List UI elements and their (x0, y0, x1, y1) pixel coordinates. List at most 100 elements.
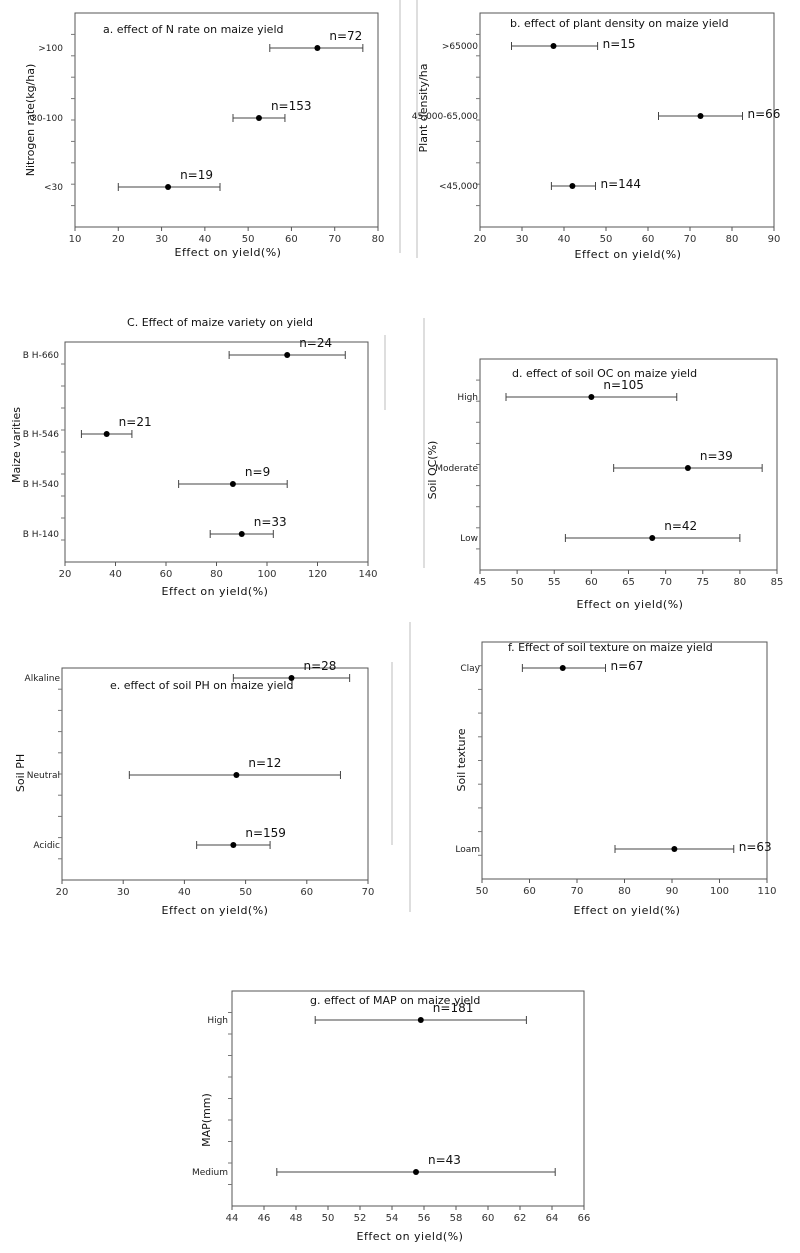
mean-point-high (588, 394, 595, 400)
category-label-low: Low (460, 534, 478, 544)
x-tick-label: 40 (198, 234, 211, 245)
sample-size-label: n=181 (433, 1001, 474, 1015)
x-axis-label: Effect on yield(%) (357, 1230, 464, 1243)
x-tick-label: 75 (696, 577, 709, 588)
mean-point-45-000-65-000 (697, 113, 704, 119)
panel-a: a. effect of N rate on maize yield 10 20 30… (24, 12, 385, 259)
category-label-clay: Clay (460, 664, 480, 674)
chart-title: e. effect of soil PH on maize yield (110, 679, 293, 692)
y-axis-label: Plant density/ha (417, 64, 430, 153)
x-tick-label: 70 (328, 234, 341, 245)
category-label-65000: >65000 (442, 42, 478, 52)
category-label-b-h-546: B H-546 (23, 430, 60, 440)
sample-size-label: n=15 (603, 37, 636, 51)
x-tick-label: 60 (523, 886, 536, 897)
x-tick-label: 66 (578, 1213, 591, 1224)
mean-point-30 (165, 184, 172, 190)
x-tick-label: 20 (112, 234, 125, 245)
x-axis-label: Effect on yield(%) (162, 904, 269, 917)
x-tick-label: 110 (757, 886, 776, 897)
y-axis-label: MAP(mm) (200, 1093, 213, 1147)
sample-size-label: n=72 (329, 29, 362, 43)
mean-point-30-100 (255, 115, 262, 121)
x-axis-label: Effect on yield(%) (162, 585, 269, 598)
x-tick-label: 70 (684, 234, 697, 245)
x-axis-label: Effect on yield(%) (577, 598, 684, 611)
plot-frame (74, 12, 379, 228)
panel-c: C. Effect of maize variety on yield 20 40 6… (10, 316, 378, 598)
plot-frame (481, 641, 768, 880)
x-tick-label: 30 (155, 234, 168, 245)
x-tick-label: 50 (239, 887, 252, 898)
x-tick-label: 140 (358, 569, 377, 580)
x-tick-label: 20 (56, 887, 69, 898)
x-tick-label: 120 (308, 569, 327, 580)
mean-point-moderate (684, 465, 691, 471)
x-tick-label: 40 (178, 887, 191, 898)
category-label-high: High (457, 393, 478, 403)
x-tick-label: 80 (210, 569, 223, 580)
x-tick-label: 60 (482, 1213, 495, 1224)
plot-frame (61, 667, 369, 881)
x-tick-label: 20 (474, 234, 487, 245)
sample-size-label: n=63 (739, 840, 772, 854)
x-tick-label: 44 (226, 1213, 239, 1224)
x-tick-label: 58 (450, 1213, 463, 1224)
x-tick-label: 100 (710, 886, 729, 897)
x-tick-label: 70 (362, 887, 375, 898)
mean-point-medium (413, 1169, 419, 1175)
sample-size-label: n=21 (119, 415, 152, 429)
x-tick-label: 100 (257, 569, 276, 580)
category-label-high: High (207, 1016, 228, 1026)
x-tick-label: 60 (160, 569, 173, 580)
mean-point-100 (314, 45, 321, 51)
x-tick-label: 50 (600, 234, 613, 245)
sample-size-label: n=159 (245, 826, 286, 840)
panel-b: b. effect of plant density on maize yiel… (412, 12, 781, 261)
sample-size-label: n=105 (603, 378, 644, 392)
panel-e: e. effect of soil PH on maize yield 20 30 4… (14, 659, 374, 917)
sample-size-label: n=144 (601, 177, 642, 191)
chart-title: C. Effect of maize variety on yield (127, 316, 313, 329)
chart-title: g. effect of MAP on maize yield (310, 994, 480, 1007)
mean-point-clay (559, 665, 566, 671)
x-tick-label: 80 (372, 234, 385, 245)
chart-title: f. Effect of soil texture on maize yield (508, 641, 713, 654)
category-label-45-000-65-000: 45,000-65,000 (412, 112, 479, 122)
x-tick-label: 64 (546, 1213, 559, 1224)
sample-size-label: n=24 (299, 336, 332, 350)
x-tick-label: 48 (290, 1213, 303, 1224)
sample-size-label: n=19 (180, 168, 213, 182)
x-tick-label: 55 (548, 577, 561, 588)
mean-point-loam (671, 846, 678, 852)
x-tick-label: 80 (726, 234, 739, 245)
sample-size-label: n=28 (304, 659, 337, 673)
category-label-45-000: <45,000 (439, 182, 478, 192)
category-label-30: <30 (44, 183, 63, 193)
category-label-b-h-660: B H-660 (23, 351, 60, 361)
y-axis-label: Nitrogen rate(kg/ha) (24, 64, 37, 177)
category-label-30-100: 30-100 (31, 114, 63, 124)
x-tick-label: 20 (59, 569, 72, 580)
y-axis-label: Soil PH (14, 754, 27, 792)
y-axis-label: Soil texture (455, 728, 468, 791)
mean-point-65000 (550, 43, 557, 49)
x-tick-label: 50 (242, 234, 255, 245)
x-tick-label: 65 (622, 577, 635, 588)
x-tick-label: 90 (666, 886, 679, 897)
category-label-neutral: Neutral (27, 771, 60, 781)
x-tick-label: 50 (511, 577, 524, 588)
mean-point-low (649, 535, 656, 541)
x-tick-label: 30 (516, 234, 529, 245)
x-tick-label: 40 (558, 234, 571, 245)
category-label-100: >100 (38, 44, 63, 54)
x-tick-label: 56 (418, 1213, 431, 1224)
x-tick-label: 80 (734, 577, 747, 588)
sample-size-label: n=66 (748, 107, 781, 121)
mean-point-b-h-660 (284, 352, 291, 358)
x-tick-label: 46 (258, 1213, 271, 1224)
x-tick-label: 62 (514, 1213, 527, 1224)
sample-size-label: n=9 (245, 465, 270, 479)
mean-point-b-h-140 (238, 531, 245, 537)
